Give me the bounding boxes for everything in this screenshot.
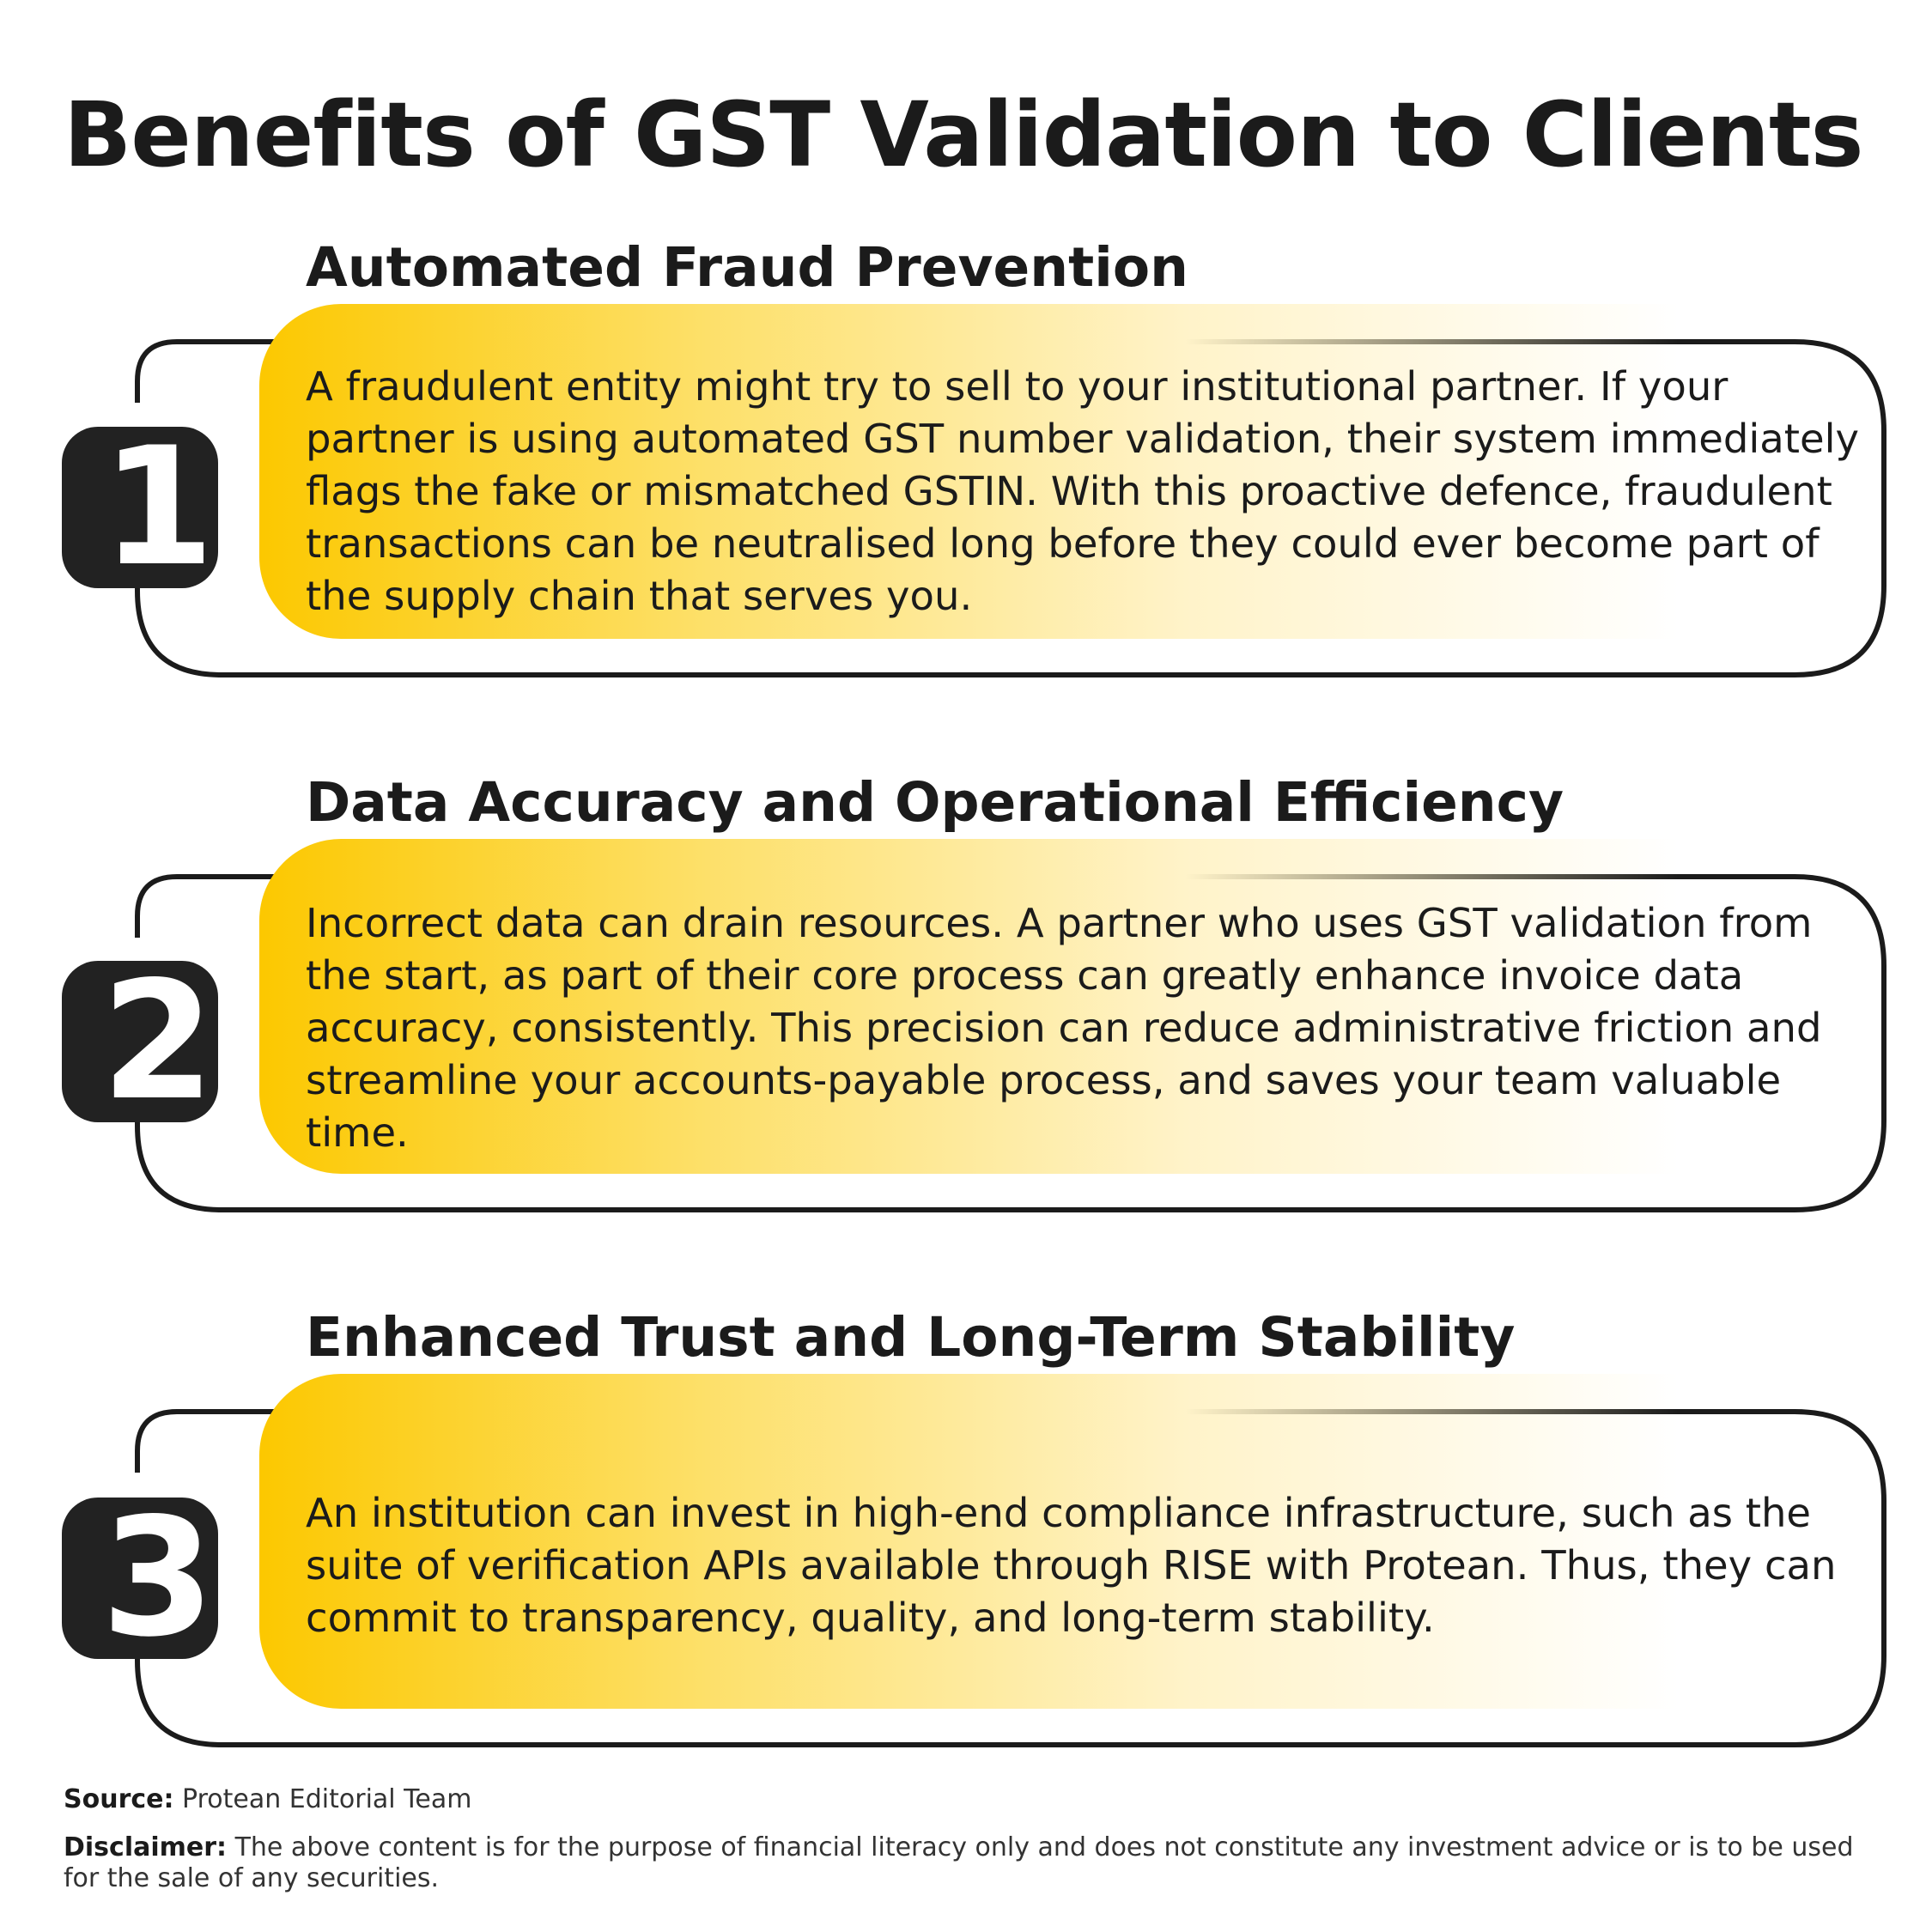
benefit-card-1: Automated Fraud Prevention 1 A fraudulen…: [0, 234, 1932, 775]
disclaimer-note: Disclaimer: The above content is for the…: [64, 1832, 1884, 1894]
source-label: Source:: [64, 1784, 174, 1814]
benefit-heading: Automated Fraud Prevention: [306, 236, 1188, 299]
badge-number: 2: [100, 946, 215, 1136]
benefit-description: Incorrect data can drain resources. A pa…: [306, 900, 1822, 1156]
number-badge: 1: [62, 412, 218, 602]
source-note: Source: Protean Editorial Team: [64, 1783, 471, 1817]
card-outline: [135, 874, 1886, 1212]
benefit-heading: Data Accuracy and Operational Efficiency: [306, 771, 1564, 834]
highlight-band: [259, 304, 1753, 639]
badge-number: 1: [100, 412, 215, 602]
number-badge: 3: [62, 1483, 218, 1673]
benefit-description: A fraudulent entity might try to sell to…: [306, 363, 1860, 619]
page-title: Benefits of GST Validation to Clients: [64, 82, 1864, 187]
highlight-band: [259, 1374, 1753, 1709]
badge-number: 3: [100, 1483, 215, 1673]
benefit-description: An institution can invest in high-end co…: [306, 1490, 1837, 1641]
highlight-band: [259, 839, 1753, 1174]
benefit-card-3: Enhanced Trust and Long-Term Stability 3…: [0, 1303, 1932, 1844]
disclaimer-text: The above content is for the purpose of …: [64, 1832, 1854, 1893]
disclaimer-label: Disclaimer:: [64, 1832, 228, 1862]
benefit-card-2: Data Accuracy and Operational Efficiency…: [0, 769, 1932, 1309]
number-badge: 2: [62, 946, 218, 1136]
benefit-heading: Enhanced Trust and Long-Term Stability: [306, 1306, 1516, 1369]
source-text: Protean Editorial Team: [182, 1784, 472, 1814]
card-outline: [135, 339, 1886, 677]
card-outline: [135, 1409, 1886, 1747]
